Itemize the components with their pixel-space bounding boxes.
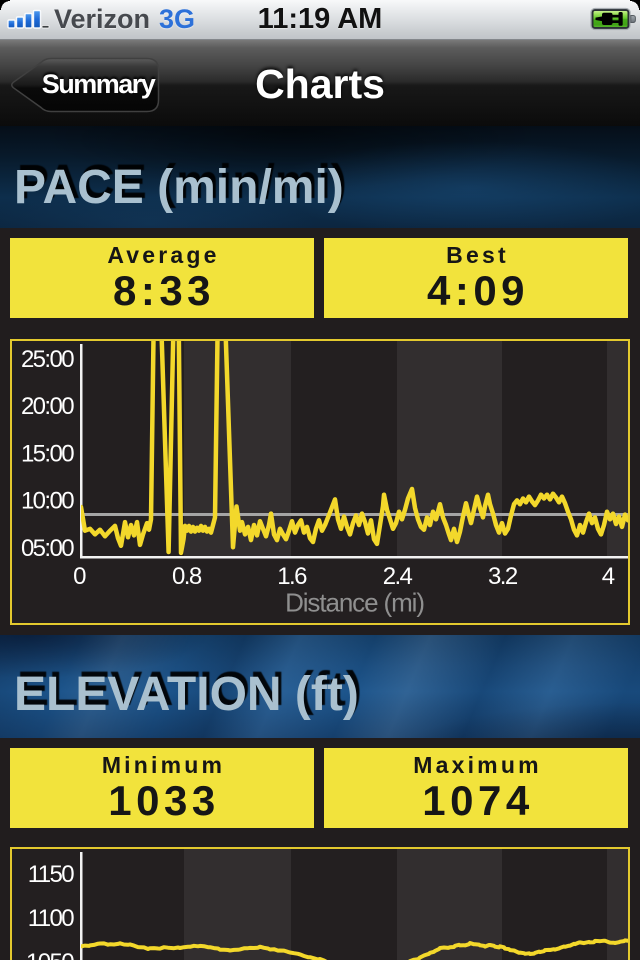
svg-text:1050: 1050: [26, 949, 74, 960]
svg-text:20:00: 20:00: [21, 393, 74, 420]
svg-text:Distance (mi): Distance (mi): [285, 588, 424, 618]
svg-text:25:00: 25:00: [21, 346, 74, 373]
svg-text:15:00: 15:00: [21, 440, 74, 467]
svg-text:0.8: 0.8: [172, 563, 202, 590]
svg-text:Summary: Summary: [42, 69, 156, 99]
svg-text:3.2: 3.2: [488, 563, 518, 590]
svg-text:1150: 1150: [28, 861, 74, 888]
svg-text:2.4: 2.4: [383, 563, 413, 590]
svg-text:0: 0: [73, 563, 86, 590]
svg-text:10:00: 10:00: [21, 488, 74, 515]
svg-text:05:00: 05:00: [21, 535, 74, 562]
svg-text:4: 4: [602, 563, 615, 590]
svg-text:1.6: 1.6: [277, 563, 307, 590]
svg-text:1100: 1100: [28, 905, 74, 932]
